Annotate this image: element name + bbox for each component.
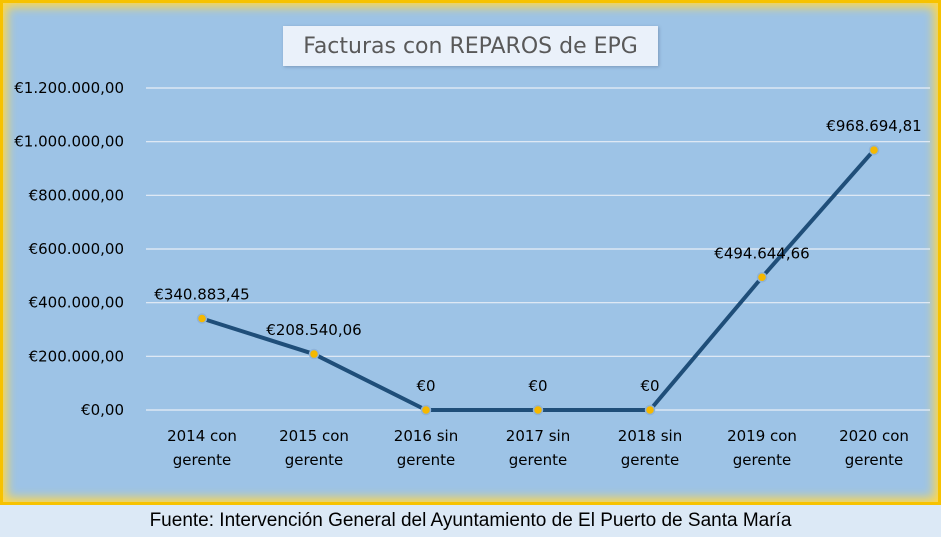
- data-label: €0: [416, 377, 435, 395]
- x-tick-label-line: gerente: [397, 451, 455, 469]
- x-tick-label-line: 2014 con: [167, 427, 237, 445]
- data-point: [756, 272, 768, 283]
- x-tick-label: 2016 sin gerente: [394, 427, 458, 469]
- source-footer: Fuente: Intervención General del Ayuntam…: [0, 505, 941, 537]
- data-point: [868, 144, 880, 156]
- chart-title: Facturas con REPAROS de EPG: [283, 26, 658, 66]
- y-tick-label: €800.000,00: [29, 186, 124, 204]
- data-label: €494.644,66: [714, 244, 809, 262]
- data-point: [308, 348, 320, 360]
- x-tick-label-line: 2020 con: [839, 427, 909, 445]
- x-tick-label-line: 2017 sin: [506, 427, 570, 445]
- x-tick-label: 2019 con gerente: [727, 427, 797, 469]
- y-tick-label: €0,00: [81, 401, 124, 419]
- x-tick-label-line: gerente: [509, 451, 567, 469]
- x-tick-label: 2018 sin gerente: [618, 427, 682, 469]
- y-tick-label: €600.000,00: [29, 240, 124, 258]
- x-tick-label: 2020 con gerente: [839, 427, 909, 469]
- line-chart: €0,00 €200.000,00 €400.000,00 €600.000,00 €8…: [14, 79, 930, 469]
- data-point: [196, 313, 208, 324]
- x-tick-label-line: 2015 con: [279, 427, 349, 445]
- x-tick-label-line: gerente: [621, 451, 679, 469]
- data-label: €340.883,45: [154, 286, 249, 304]
- x-tick-label-line: gerente: [285, 451, 343, 469]
- data-label: €0: [640, 377, 659, 395]
- x-tick-label-line: 2019 con: [727, 427, 797, 445]
- x-tick-label: 2017 sin gerente: [506, 427, 570, 469]
- x-tick-label-line: gerente: [845, 451, 903, 469]
- y-tick-label: €200.000,00: [29, 347, 124, 365]
- x-tick-label-line: gerente: [733, 451, 791, 469]
- data-point: [644, 404, 656, 416]
- y-tick-label: €1.200.000,00: [14, 79, 124, 97]
- y-tick-label: €400.000,00: [29, 294, 124, 312]
- x-tick-label-line: 2016 sin: [394, 427, 458, 445]
- x-tick-label: 2014 con gerente: [167, 427, 237, 469]
- data-label: €968.694,81: [826, 117, 921, 135]
- x-tick-label: 2015 con gerente: [279, 427, 349, 469]
- data-point: [532, 404, 544, 416]
- x-tick-label-line: gerente: [173, 451, 231, 469]
- x-tick-label-line: 2018 sin: [618, 427, 682, 445]
- series-line: [200, 148, 876, 412]
- data-label: €0: [528, 377, 547, 395]
- data-point: [420, 404, 432, 416]
- data-label: €208.540,06: [266, 321, 361, 339]
- y-tick-label: €1.000.000,00: [14, 133, 124, 151]
